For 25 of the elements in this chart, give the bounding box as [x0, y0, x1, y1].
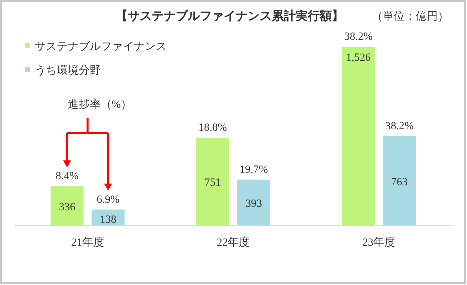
text: （単位：億円） [372, 10, 449, 23]
bar [238, 180, 270, 226]
data-label: 336 [59, 201, 76, 214]
bar [196, 138, 230, 226]
x-tick-label: 23年度 [362, 236, 396, 249]
annotation: 38.2% [344, 31, 373, 43]
x-tick-label: 22年度 [217, 236, 250, 249]
annotation: 8.4% [56, 170, 79, 183]
annotation: 6.9% [96, 194, 120, 206]
legend-label: うち環境分野 [35, 64, 101, 77]
bar [342, 47, 376, 226]
annotation: 38.2% [385, 120, 414, 132]
annotation: 19.7% [240, 164, 268, 176]
bar [50, 186, 84, 226]
data-label: 393 [246, 198, 263, 210]
annotation: 進捗率（%） [68, 98, 132, 111]
legend-label: サステナブルファイナンス [35, 40, 167, 53]
data-label: 1,526 [346, 52, 372, 64]
data-label: 751 [204, 176, 222, 189]
annotation: 18.8% [198, 122, 228, 134]
x-tick-label: 21年度 [71, 236, 104, 249]
data-label: 138 [100, 214, 118, 226]
chart-title: 【サステナブルファイナンス累計実行額】 [116, 9, 344, 23]
bar [383, 136, 416, 226]
data-label: 763 [391, 176, 408, 188]
